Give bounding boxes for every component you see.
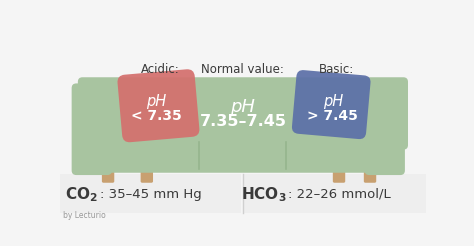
Text: Basic:: Basic: [319, 63, 355, 76]
Text: : 35–45 mm Hg: : 35–45 mm Hg [100, 188, 201, 201]
FancyBboxPatch shape [141, 169, 153, 183]
FancyBboxPatch shape [106, 138, 380, 173]
FancyBboxPatch shape [107, 150, 379, 172]
FancyBboxPatch shape [78, 77, 408, 150]
FancyBboxPatch shape [60, 174, 241, 213]
FancyBboxPatch shape [102, 169, 114, 183]
Text: Acidic:: Acidic: [141, 63, 179, 76]
FancyBboxPatch shape [118, 69, 200, 142]
FancyBboxPatch shape [364, 169, 376, 183]
Text: Normal value:: Normal value: [201, 63, 284, 76]
Text: < 7.35: < 7.35 [131, 109, 182, 123]
Text: pH: pH [146, 94, 166, 109]
FancyBboxPatch shape [365, 83, 405, 175]
FancyBboxPatch shape [244, 174, 426, 213]
Text: $\mathbf{CO_2}$: $\mathbf{CO_2}$ [65, 185, 98, 204]
FancyBboxPatch shape [333, 169, 345, 183]
Text: : 22–26 mmol/L: : 22–26 mmol/L [288, 188, 391, 201]
Text: 7.35–7.45: 7.35–7.45 [200, 114, 286, 129]
Text: by Lecturio: by Lecturio [63, 211, 106, 220]
Text: pH: pH [230, 97, 255, 116]
FancyBboxPatch shape [72, 83, 112, 175]
Text: $\mathbf{HCO_3}$: $\mathbf{HCO_3}$ [241, 185, 286, 204]
Text: > 7.45: > 7.45 [307, 109, 358, 123]
Text: pH: pH [323, 94, 343, 109]
FancyBboxPatch shape [292, 70, 371, 139]
